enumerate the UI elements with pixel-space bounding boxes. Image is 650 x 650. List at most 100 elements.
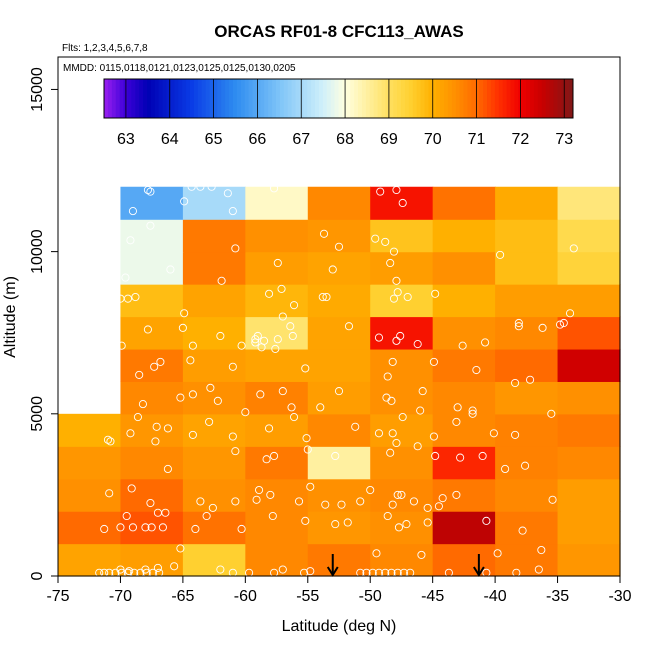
heatmap-cell (370, 381, 434, 415)
sample-point (231, 497, 240, 506)
sample-point (180, 197, 189, 206)
heatmap-cell (307, 543, 371, 577)
colorbar-segment (432, 79, 437, 118)
colorbar-segment (213, 79, 218, 118)
colorbar-segment (358, 79, 363, 118)
colorbar-segment (221, 79, 226, 118)
colorbar-segment (275, 79, 281, 118)
sample-point (178, 323, 187, 332)
colorbar-segment (389, 79, 394, 118)
y-tick-label: 0 (29, 571, 46, 580)
sample-point (521, 461, 530, 470)
heatmap-cell (557, 446, 621, 480)
colorbar-segment (361, 79, 367, 118)
sample-point (413, 442, 422, 451)
heatmap-cell (557, 316, 621, 350)
sample-point (472, 365, 481, 375)
heatmap-cell (182, 446, 246, 480)
sample-point (141, 523, 150, 532)
sample-point (431, 451, 440, 461)
heatmap-cell (245, 511, 309, 545)
sample-point (337, 500, 346, 509)
colorbar-segment (279, 79, 285, 118)
colorbar-segment (455, 79, 461, 118)
heatmap-cell (245, 348, 309, 382)
x-tick-label: -65 (171, 588, 194, 605)
sample-point (389, 294, 399, 303)
heatmap-cell (307, 186, 371, 220)
colorbar-segment (569, 79, 574, 118)
sample-point (270, 451, 279, 461)
colorbar-segment (350, 79, 355, 118)
y-tick-label: 5000 (29, 396, 46, 432)
sample-point (413, 340, 422, 349)
colorbar-segment (260, 79, 265, 118)
colorbar-segment (178, 79, 183, 118)
heatmap-cell (120, 219, 184, 253)
sample-point (403, 292, 412, 302)
heatmap-cells (58, 186, 621, 577)
sample-point (278, 387, 287, 396)
colorbar-segment (467, 79, 472, 118)
colorbar-segment (330, 79, 336, 118)
sample-point (286, 322, 295, 331)
heatmap-cell (120, 381, 184, 415)
colorbar-segment (545, 79, 551, 118)
colorbar-segment (240, 79, 246, 118)
sample-point (191, 524, 200, 534)
heatmap-cell (245, 284, 309, 318)
heatmap-cell (307, 348, 371, 382)
sample-point (514, 318, 523, 328)
sample-point (301, 516, 310, 525)
sample-point (128, 523, 137, 532)
heatmap-cell (182, 219, 246, 253)
heatmap-cell (557, 413, 621, 447)
sample-point (374, 333, 384, 342)
sample-point (266, 490, 275, 499)
y-axis: 0 5000 10000 15000 (29, 67, 58, 580)
colorbar-segment (451, 79, 457, 118)
y-tick-label: 10000 (29, 229, 46, 274)
colorbar-segment (205, 79, 211, 118)
colorbar-segment (424, 79, 429, 118)
sample-point (128, 207, 137, 216)
colorbar-segment (217, 79, 222, 118)
sample-point (117, 341, 126, 350)
colorbar-segment (428, 79, 433, 118)
colorbar-segment (401, 79, 406, 118)
sample-point (143, 325, 152, 334)
heatmap-cell (245, 251, 309, 285)
sample-point (186, 356, 195, 365)
x-tick-label: -35 (546, 588, 569, 605)
heatmap-cell (495, 381, 559, 415)
sample-point (501, 464, 510, 474)
colorbar-segment (487, 79, 492, 118)
sample-point (262, 455, 271, 464)
sample-point (569, 244, 578, 253)
sample-point (277, 284, 286, 293)
heatmap-cell (245, 219, 309, 253)
sample-point (256, 390, 265, 399)
colorbar-segment (381, 79, 386, 118)
heatmap-cell (120, 478, 184, 512)
colorbar-segment (346, 79, 351, 118)
sample-point (127, 484, 136, 493)
colorbar-segment (475, 79, 480, 118)
heatmap-cell (495, 284, 559, 318)
heatmap-cell (432, 543, 496, 577)
x-axis-label: Latitude (deg N) (282, 618, 397, 635)
sample-point (397, 490, 406, 499)
colorbar-segment (447, 79, 453, 118)
colorbar-segment (479, 79, 484, 118)
heatmap-cell (495, 478, 559, 512)
heatmap-cell (245, 381, 309, 415)
heatmap-cell (370, 251, 434, 285)
sample-point (126, 429, 135, 438)
heatmap-cell (120, 511, 184, 545)
colorbar-segment (322, 79, 328, 118)
colorbar-segment (307, 79, 312, 118)
heatmap-cell (370, 478, 434, 512)
colorbar-segment (283, 79, 289, 118)
sample-point (392, 276, 401, 285)
colorbar-segment (244, 79, 250, 118)
